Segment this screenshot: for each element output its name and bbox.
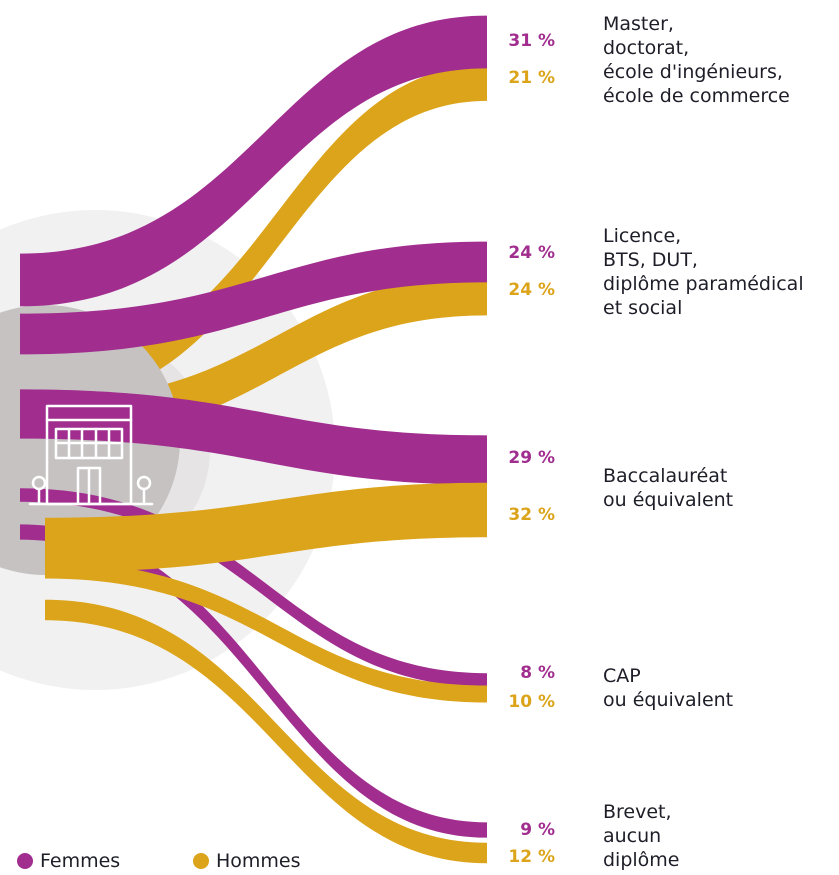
legend-hommes-label: Hommes [216,850,301,872]
flow-hommes-master [45,65,487,403]
flow-femmes-bac [20,389,487,485]
label-licence: Licence, BTS, DUT, diplôme paramédical e… [603,225,804,319]
flow-femmes-master [20,15,487,307]
pct-hommes-bac: 32 % [508,505,555,525]
pct-femmes-licence: 24 % [508,243,555,263]
label-bac: Baccalauréat ou équivalent [603,465,734,511]
flow-hommes-cap [45,561,487,703]
legend-hommes-swatch [193,853,209,869]
pct-femmes-master: 31 % [508,31,555,51]
pct-hommes-brevet: 12 % [508,847,555,867]
label-cap: CAP ou équivalent [603,665,734,711]
flow-femmes-licence [20,241,487,355]
flow-hommes-bac [45,482,487,573]
pct-femmes-cap: 8 % [520,663,555,683]
legend-femmes-label: Femmes [40,850,121,872]
pct-hommes-licence: 24 % [508,280,555,300]
pct-femmes-brevet: 9 % [520,820,555,840]
label-master: Master, doctorat, école d'ingénieurs, éc… [603,13,790,107]
legend-femmes-swatch [17,853,33,869]
pct-hommes-master: 21 % [508,68,555,88]
flow-hommes-brevet [45,599,487,864]
pct-femmes-bac: 29 % [508,448,555,468]
pct-hommes-cap: 10 % [508,692,555,712]
building-icon [28,404,154,506]
flow-femmes-cap [20,488,487,687]
label-brevet: Brevet, aucun diplôme [603,801,680,871]
